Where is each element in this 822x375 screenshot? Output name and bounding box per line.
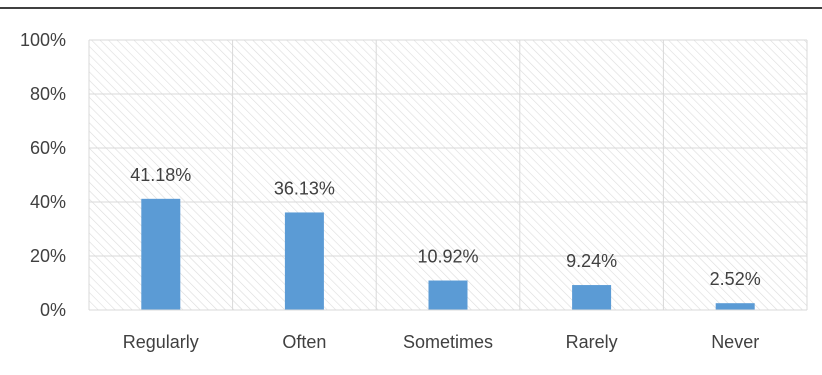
data-labels: 41.18% 36.13% 10.92% 9.24% 2.52% (130, 165, 760, 289)
bar-series (141, 198, 755, 310)
x-axis-labels: Regularly Often Sometimes Rarely Never (123, 332, 759, 352)
x-tick-label: Never (711, 332, 759, 352)
y-tick-label: 20% (30, 246, 66, 266)
y-tick-label: 0% (40, 300, 66, 320)
data-label: 41.18% (130, 165, 191, 185)
y-tick-label: 100% (20, 30, 66, 50)
x-tick-label: Rarely (566, 332, 618, 352)
data-label: 10.92% (417, 247, 478, 267)
bar (428, 280, 468, 310)
x-tick-label: Sometimes (403, 332, 493, 352)
x-tick-label: Regularly (123, 332, 199, 352)
bar (715, 303, 755, 310)
y-tick-label: 40% (30, 192, 66, 212)
y-tick-label: 80% (30, 84, 66, 104)
y-axis-ticks: 0% 20% 40% 60% 80% 100% (20, 30, 66, 320)
bar (141, 198, 181, 310)
data-label: 36.13% (274, 178, 335, 198)
data-label: 9.24% (566, 251, 617, 271)
plot-area-background (89, 40, 807, 310)
y-tick-label: 60% (30, 138, 66, 158)
bar (284, 212, 324, 310)
data-label: 2.52% (710, 269, 761, 289)
x-tick-label: Often (282, 332, 326, 352)
bar (572, 285, 612, 310)
